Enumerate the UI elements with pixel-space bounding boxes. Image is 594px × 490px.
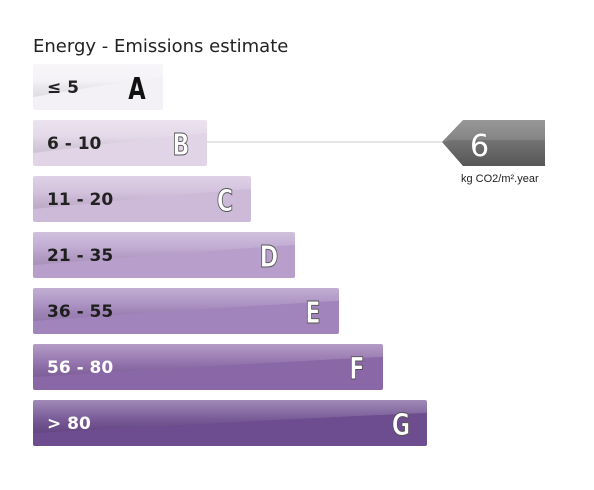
rating-range-e: 36 - 55	[47, 302, 113, 322]
rating-letter-a: A	[128, 72, 146, 107]
rating-range-f: 56 - 80	[47, 358, 113, 378]
rating-letter-e: E	[305, 296, 320, 331]
rating-range-c: 11 - 20	[47, 190, 113, 210]
rating-bar-gloss-e	[33, 288, 339, 322]
rating-letter-f: F	[349, 352, 364, 387]
indicator-marker: 6	[442, 120, 545, 166]
rating-letter-b: B	[172, 128, 189, 163]
rating-bar-gloss-b	[33, 120, 207, 154]
rating-letter-d: D	[260, 240, 279, 275]
rating-letter-g: G	[392, 408, 410, 443]
chart-title: Energy - Emissions estimate	[33, 36, 288, 57]
rating-bar-gloss-d	[33, 232, 295, 266]
rating-bar-gloss-c	[33, 176, 251, 210]
rating-bar-gloss-g	[33, 400, 427, 434]
rating-range-a: ≤ 5	[47, 78, 79, 98]
indicator-arrow-shape	[442, 120, 545, 166]
rating-range-b: 6 - 10	[47, 134, 102, 154]
rating-bar-gloss-f	[33, 344, 383, 378]
rating-letter-c: C	[217, 184, 234, 219]
indicator-unit: kg CO2/m².year	[461, 173, 539, 185]
rating-range-g: > 80	[47, 414, 91, 434]
indicator-value: 6	[470, 129, 489, 164]
rating-range-d: 21 - 35	[47, 246, 113, 266]
rating-bar-gloss-a	[33, 64, 163, 98]
